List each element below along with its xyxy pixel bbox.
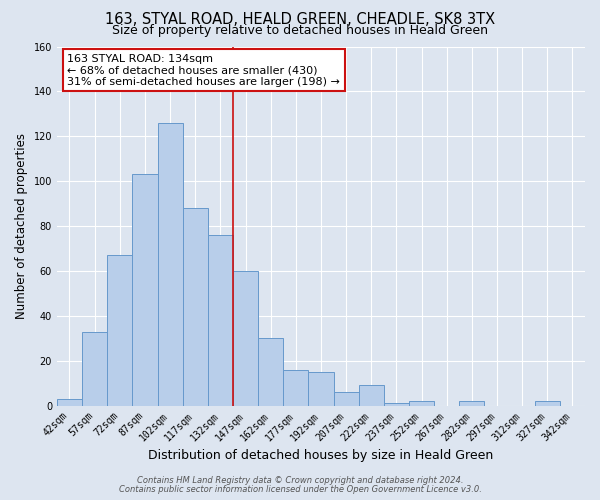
Bar [57,399,82,406]
Text: Contains public sector information licensed under the Open Government Licence v3: Contains public sector information licen… [119,485,481,494]
Bar [459,401,484,406]
Text: Contains HM Land Registry data © Crown copyright and database right 2024.: Contains HM Land Registry data © Crown c… [137,476,463,485]
Title: 163, STYAL ROAD, HEALD GREEN, CHEADLE, SK8 3TX
Size of property relative to deta: 163, STYAL ROAD, HEALD GREEN, CHEADLE, S… [0,499,1,500]
Bar [334,392,359,406]
Bar [409,401,434,406]
Bar [208,235,233,406]
Bar [359,386,384,406]
Bar [233,271,258,406]
Bar [308,372,334,406]
Text: 163, STYAL ROAD, HEALD GREEN, CHEADLE, SK8 3TX: 163, STYAL ROAD, HEALD GREEN, CHEADLE, S… [105,12,495,28]
X-axis label: Distribution of detached houses by size in Heald Green: Distribution of detached houses by size … [148,450,494,462]
Bar [283,370,308,406]
Bar [158,123,182,406]
Bar [82,332,107,406]
Bar [107,256,133,406]
Bar [258,338,283,406]
Text: 163 STYAL ROAD: 134sqm
← 68% of detached houses are smaller (430)
31% of semi-de: 163 STYAL ROAD: 134sqm ← 68% of detached… [67,54,340,87]
Bar [384,404,409,406]
Y-axis label: Number of detached properties: Number of detached properties [15,133,28,319]
Bar [133,174,158,406]
Bar [535,401,560,406]
Bar [182,208,208,406]
Text: Size of property relative to detached houses in Heald Green: Size of property relative to detached ho… [112,24,488,37]
